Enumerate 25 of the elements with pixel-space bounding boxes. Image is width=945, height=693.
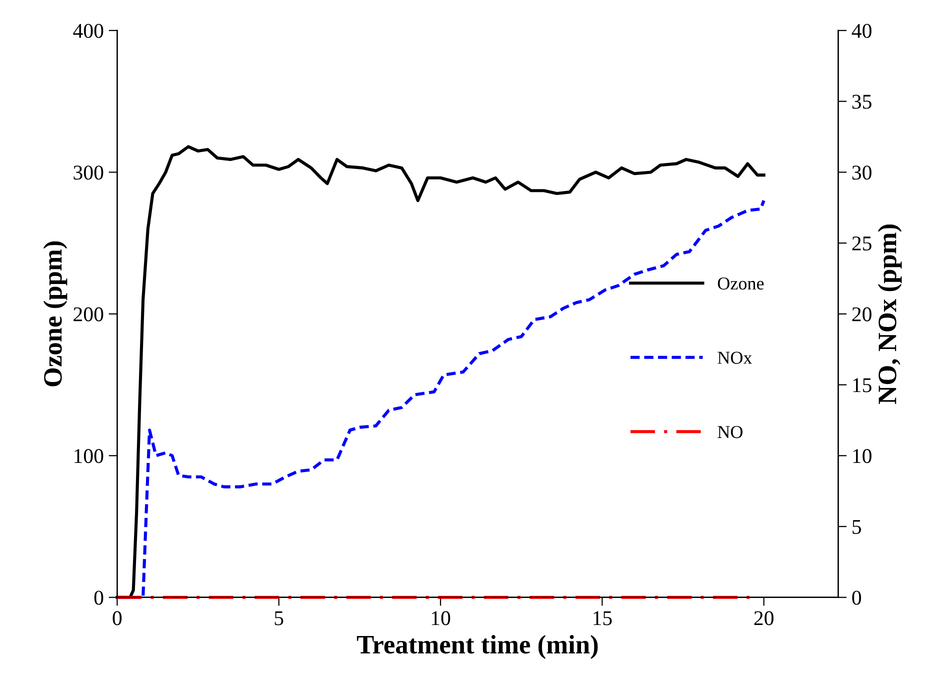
x-tick-label: 5 [274, 611, 284, 626]
y-tick-label: 300 [74, 166, 104, 180]
legend-label: NOx [718, 352, 752, 364]
y2-tick-label: 35 [852, 94, 872, 109]
legend-label: NO [718, 426, 742, 438]
y2-axis-title: NO, NOx (ppm) [878, 224, 902, 404]
y2-tick-label: 0 [852, 590, 862, 605]
y2-tick-label: 5 [852, 520, 862, 534]
x-tick-label: 0 [112, 611, 122, 626]
x-tick-label: 20 [754, 611, 774, 626]
x-tick-label: 10 [432, 611, 450, 626]
y2-tick-label: 20 [852, 307, 872, 322]
y2-tick-label: 30 [852, 166, 872, 180]
y-tick-label: 400 [73, 24, 104, 38]
y-axis-title: Ozone (ppm) [43, 241, 68, 386]
x-tick-label: 15 [594, 611, 612, 626]
y-tick-label: 200 [74, 307, 104, 322]
y-tick-label: 100 [74, 449, 104, 464]
y2-tick-label: 15 [853, 378, 872, 392]
y-tick-label: 0 [94, 590, 104, 605]
y2-tick-label: 40 [852, 24, 872, 38]
x-axis-title: Treatment time (min) [356, 635, 598, 659]
legend-label: Ozone [718, 277, 764, 290]
y2-tick-label: 10 [853, 449, 872, 464]
y2-tick-label: 25 [852, 236, 872, 251]
